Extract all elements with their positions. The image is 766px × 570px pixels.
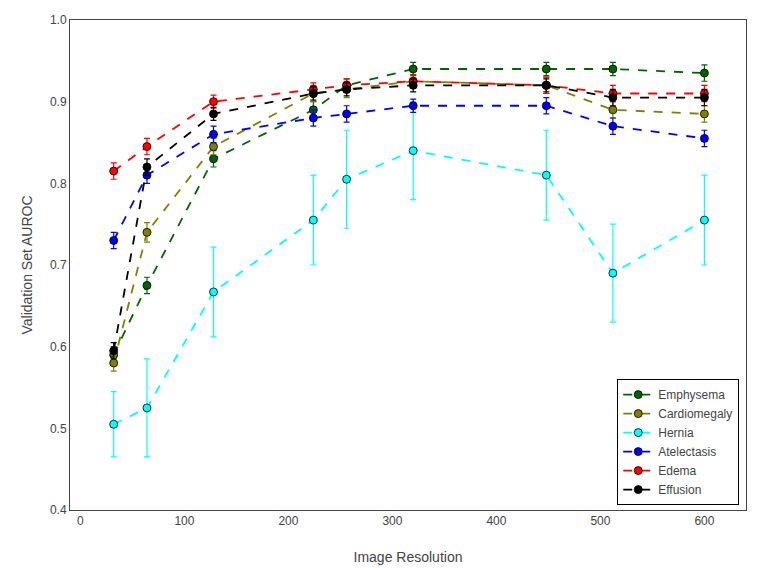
svg-text:Atelectasis: Atelectasis [658, 445, 716, 459]
svg-text:0.7: 0.7 [50, 258, 67, 272]
svg-text:Effusion: Effusion [658, 483, 701, 497]
svg-text:500: 500 [590, 514, 610, 528]
svg-text:300: 300 [382, 514, 402, 528]
svg-text:Emphysema: Emphysema [658, 388, 725, 402]
svg-text:Image Resolution: Image Resolution [354, 549, 463, 565]
svg-text:0.4: 0.4 [50, 503, 67, 517]
svg-text:0.5: 0.5 [50, 422, 67, 436]
svg-text:0: 0 [77, 514, 84, 528]
svg-text:0.6: 0.6 [50, 340, 67, 354]
svg-text:0.9: 0.9 [50, 95, 67, 109]
svg-text:100: 100 [174, 514, 194, 528]
svg-text:0.8: 0.8 [50, 177, 67, 191]
svg-text:Cardiomegaly: Cardiomegaly [658, 407, 732, 421]
svg-text:Edema: Edema [658, 464, 696, 478]
svg-text:Validation Set AUROC: Validation Set AUROC [19, 195, 35, 334]
svg-text:200: 200 [278, 514, 298, 528]
svg-text:Hernia: Hernia [658, 426, 694, 440]
svg-text:600: 600 [694, 514, 714, 528]
svg-text:400: 400 [486, 514, 506, 528]
svg-text:1.0: 1.0 [50, 13, 67, 27]
